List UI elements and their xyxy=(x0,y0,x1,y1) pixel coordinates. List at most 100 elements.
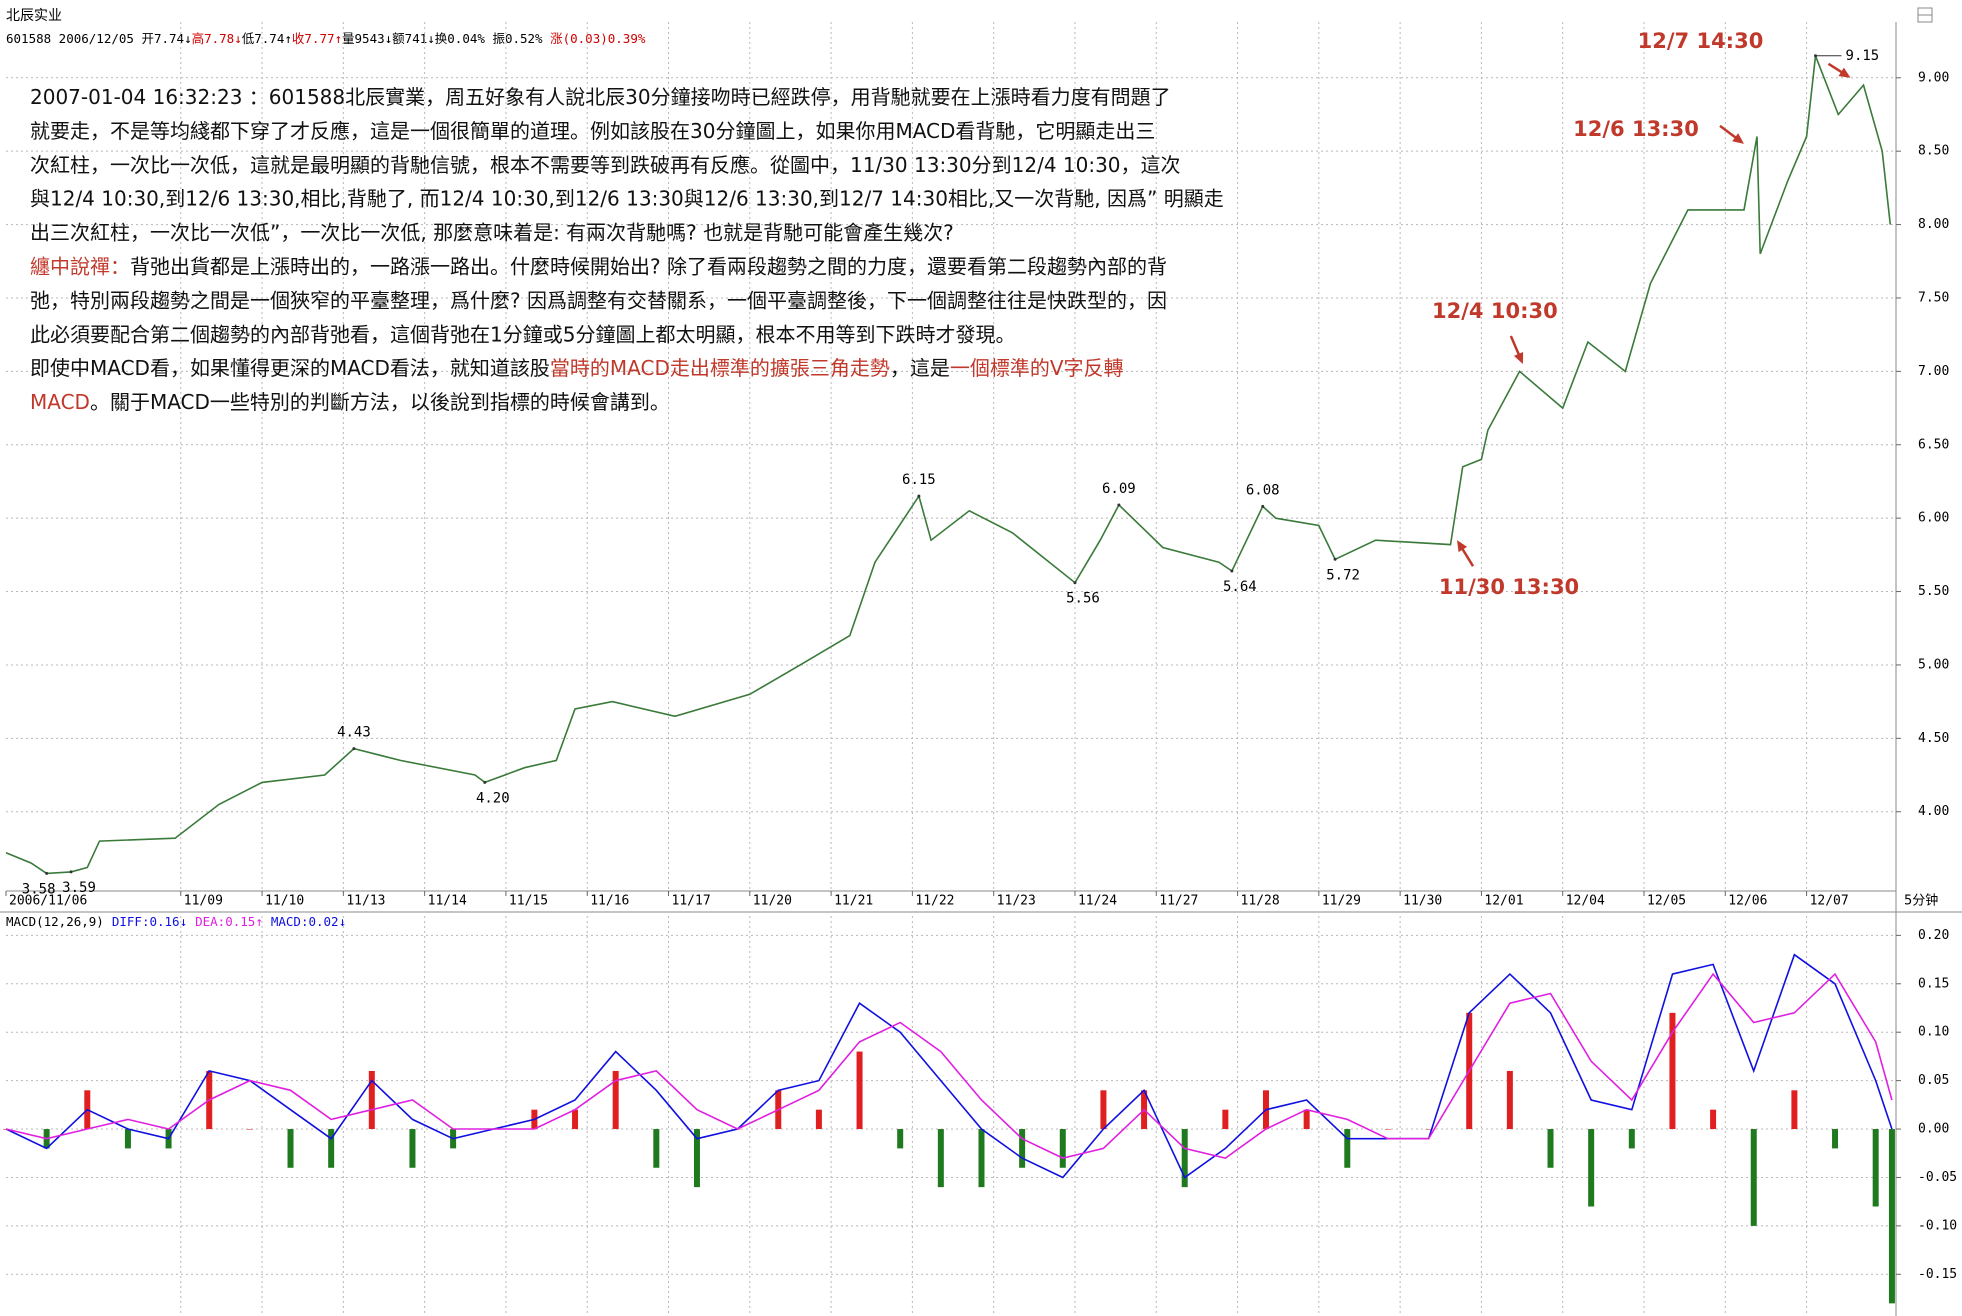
text-segment: 换0.04% xyxy=(435,31,493,46)
text-segment: 量9543↓ xyxy=(342,31,392,46)
x-tick-label: 11/29 xyxy=(1322,894,1361,909)
macd-bar xyxy=(1832,1129,1839,1149)
text-segment: 與12/4 10:30,到12/6 13:30,相比,背馳了, 而12/4 10… xyxy=(30,186,1224,210)
x-tick-label: 11/17 xyxy=(672,894,711,909)
macd-bar xyxy=(1303,1109,1310,1130)
macd-bar xyxy=(612,1070,619,1130)
y-tick-label: -0.10 xyxy=(1918,1218,1957,1233)
macd-bar xyxy=(1384,1129,1391,1130)
y-tick-label: 0.05 xyxy=(1918,1073,1949,1088)
macd-bar xyxy=(328,1129,335,1168)
price-mark xyxy=(483,780,487,784)
x-tick-label: 12/01 xyxy=(1484,894,1523,909)
price-label: 3.59 xyxy=(62,880,96,896)
x-tick-label: 11/24 xyxy=(1078,894,1117,909)
price-label: 4.20 xyxy=(476,790,510,806)
macd-bar xyxy=(897,1129,904,1149)
price-line xyxy=(5,55,1892,875)
y-tick-label: 6.50 xyxy=(1918,437,1949,452)
note-line: 與12/4 10:30,到12/6 13:30,相比,背馳了, 而12/4 10… xyxy=(30,186,1224,210)
y-tick-label: 7.50 xyxy=(1918,290,1949,305)
price-label: 3.58 xyxy=(22,881,56,897)
arrow-head xyxy=(1838,67,1851,78)
text-segment: MACD xyxy=(30,390,90,414)
arrow-head xyxy=(1457,540,1468,553)
price-mark xyxy=(1117,503,1121,507)
x-tick-label: 12/04 xyxy=(1566,894,1605,909)
macd-legend: MACD(12,26,9) DIFF:0.16↓ DEA:0.15↑ MACD:0.0… xyxy=(6,914,346,929)
x-tick-label: 11/22 xyxy=(915,894,954,909)
x-tick-label: 11/21 xyxy=(834,894,873,909)
macd-bar xyxy=(1181,1129,1188,1188)
macd-bar xyxy=(1750,1129,1757,1226)
indicator-line xyxy=(5,972,1893,1159)
price-label: 6.08 xyxy=(1246,482,1280,498)
price-label: 5.72 xyxy=(1326,567,1360,583)
legend-entry: DIFF:0.16↓ xyxy=(112,914,187,929)
price-mark xyxy=(69,870,73,874)
y-tick-label: 4.50 xyxy=(1918,731,1949,746)
macd-bar xyxy=(856,1051,863,1130)
macd-bar xyxy=(1791,1090,1798,1130)
y-tick-label: 7.00 xyxy=(1918,364,1949,379)
note-line: 出三次紅柱，一次比一次低”，一次比一次低, 那麼意味着是: 有兩次背馳嗎? 也就… xyxy=(30,220,954,244)
macd-bar xyxy=(815,1109,822,1130)
macd-bar xyxy=(246,1129,253,1130)
price-label: 5.56 xyxy=(1066,591,1100,607)
macd-bar xyxy=(1628,1129,1635,1149)
macd-bar xyxy=(1547,1129,1554,1168)
macd-bar xyxy=(572,1109,579,1130)
x-tick-label: 12/07 xyxy=(1810,894,1849,909)
macd-bar xyxy=(287,1129,294,1168)
arrow-head xyxy=(1732,133,1744,144)
price-mark xyxy=(1230,569,1234,573)
x-tick-label: 11/23 xyxy=(997,894,1036,909)
macd-bar xyxy=(1888,1129,1895,1304)
price-mark xyxy=(45,871,49,875)
note-line: MACD。關于MACD一些特別的判斷方法，以後說到指標的時候會講到。 xyxy=(30,390,670,414)
note-line: 弛，特別兩段趨勢之間是一個狹窄的平臺整理，爲什麼? 因爲調整有交替關系，一個平臺… xyxy=(30,288,1167,312)
note-line: 次紅柱，一次比一次低，這就是最明顯的背馳信號，根本不需要等到跌破再有反應。從圖中… xyxy=(30,152,1181,176)
price-label: 4.43 xyxy=(337,725,371,741)
price-mark xyxy=(1333,557,1337,561)
text-segment: 额741↓ xyxy=(392,31,435,46)
y-tick-label: 8.50 xyxy=(1918,144,1949,159)
quote-line: 601588 2006/12/05 开7.74↓高7.78↓低7.74↑收7.7… xyxy=(6,31,646,46)
text-segment: 振0.52% xyxy=(492,31,550,46)
macd-bar xyxy=(1059,1129,1066,1168)
text-segment: 一個標準的V字反轉 xyxy=(950,356,1124,380)
y-tick-label: 0.15 xyxy=(1918,976,1949,991)
macd-bar xyxy=(1222,1109,1229,1130)
price-mark xyxy=(1073,581,1077,585)
macd-bar xyxy=(1506,1070,1513,1130)
note-line: 就要走，不是等均綫都下穿了才反應，這是一個很簡單的道理。例如該股在30分鐘圖上，… xyxy=(30,118,1155,142)
macd-bar xyxy=(653,1129,660,1168)
text-segment: 當時的MACD走出標準的擴張三角走勢 xyxy=(550,356,890,380)
annotation-text: 12/6 13:30 xyxy=(1573,117,1699,141)
text-segment: 出三次紅柱，一次比一次低”，一次比一次低, 那麼意味着是: 有兩次背馳嗎? 也就… xyxy=(30,220,954,244)
macd-bar xyxy=(1872,1129,1879,1207)
legend-entry: MACD:0.02↓ xyxy=(271,914,346,929)
macd-bar xyxy=(368,1070,375,1130)
macd-bar xyxy=(1669,1012,1676,1130)
price-label: 6.09 xyxy=(1102,481,1136,497)
y-tick-label: 6.00 xyxy=(1918,511,1949,526)
note-line: 纏中說禪：背弛出貨都是上漲時出的，一路漲一路出。什麼時候開始出? 除了看兩段趨勢… xyxy=(30,254,1167,278)
macd-bar xyxy=(1344,1129,1351,1168)
x-tick-label: 2006/11/06 xyxy=(9,894,87,909)
macd-bar xyxy=(1710,1109,1717,1130)
x-tick-label: 11/27 xyxy=(1159,894,1198,909)
price-label: 6.15 xyxy=(902,472,936,488)
text-segment: 开7.74↓ xyxy=(141,31,191,46)
legend-entry: DEA:0.15↑ xyxy=(195,914,263,929)
note-line: 此必須要配合第二個趨勢的內部背弛看，這個背弛在1分鐘或5分鐘圖上都太明顯，根本不… xyxy=(30,322,1015,346)
stock-name: 北辰实业 xyxy=(6,8,62,24)
note-line: 即使中MACD看，如果懂得更深的MACD看法，就知道該股當時的MACD走出標準的… xyxy=(30,356,1124,380)
text-segment: 背弛出貨都是上漲時出的，一路漲一路出。什麼時候開始出? 除了看兩段趨勢之間的力度… xyxy=(130,254,1167,278)
annotation-text: 11/30 13:30 xyxy=(1439,575,1579,599)
y-tick-label: 5.00 xyxy=(1918,657,1949,672)
text-segment: 次紅柱，一次比一次低，這就是最明顯的背馳信號，根本不需要等到跌破再有反應。從圖中… xyxy=(30,152,1181,176)
note-line: 2007-01-04 16:32:23 ：601588北辰實業，周五好象有人說北… xyxy=(30,85,1171,109)
